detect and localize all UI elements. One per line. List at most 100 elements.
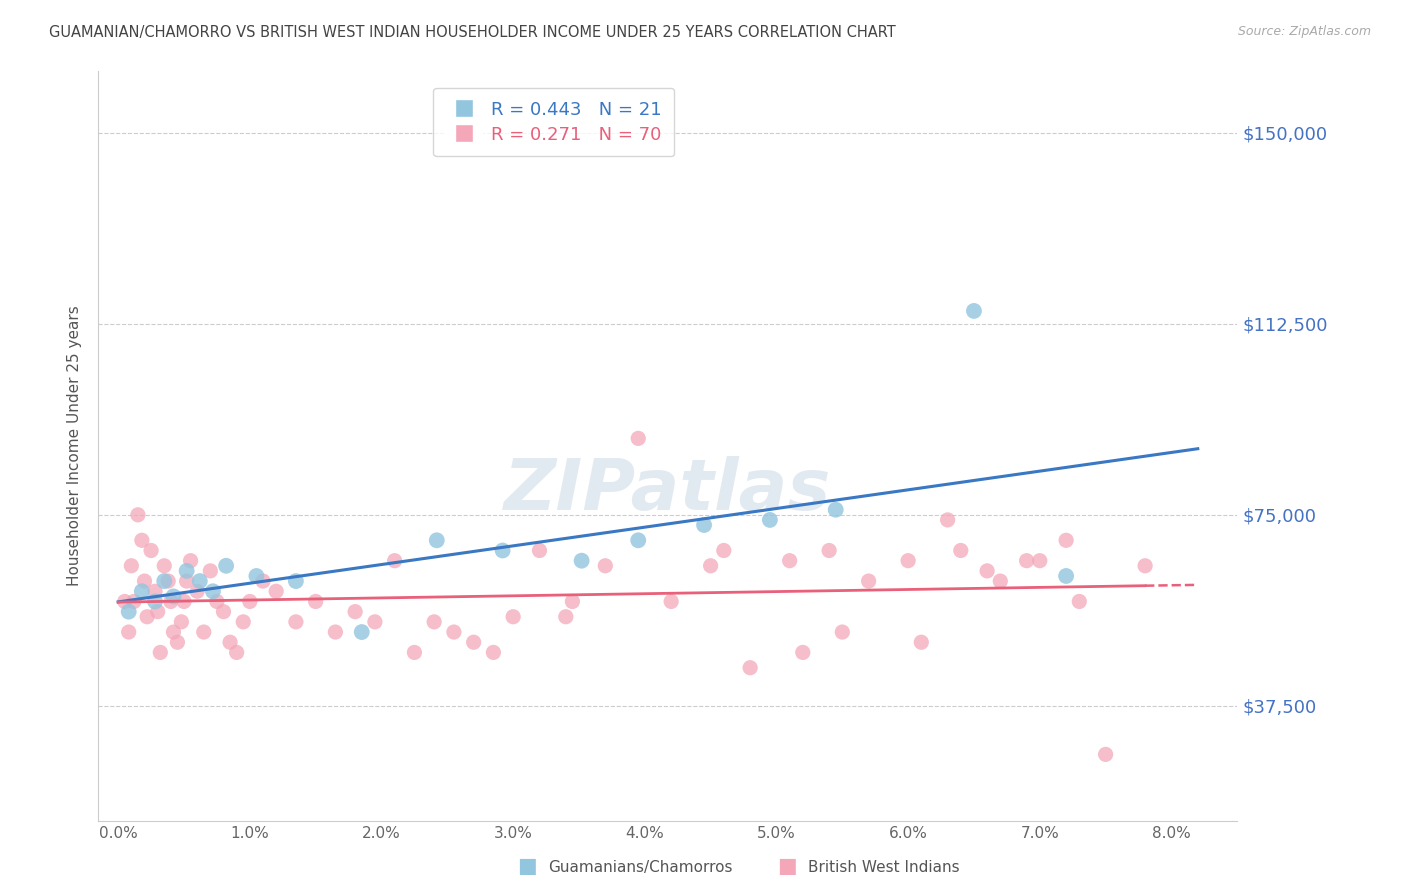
Point <box>858 574 880 588</box>
Point <box>157 574 180 588</box>
Point <box>188 574 211 588</box>
Point <box>200 564 222 578</box>
Point <box>364 615 387 629</box>
Point <box>482 645 505 659</box>
Point <box>949 543 972 558</box>
Point <box>166 635 188 649</box>
Point <box>595 558 617 573</box>
Text: ■: ■ <box>517 856 537 876</box>
Point <box>212 605 235 619</box>
Point <box>153 558 176 573</box>
Point <box>162 590 184 604</box>
Point <box>344 605 367 619</box>
Point <box>215 558 238 573</box>
Point <box>284 574 307 588</box>
Point <box>1015 554 1038 568</box>
Legend: R = 0.443   N = 21, R = 0.271   N = 70: R = 0.443 N = 21, R = 0.271 N = 70 <box>433 88 675 156</box>
Point <box>384 554 406 568</box>
Point <box>239 594 262 608</box>
Point <box>245 569 267 583</box>
Point <box>963 304 986 318</box>
Text: Source: ZipAtlas.com: Source: ZipAtlas.com <box>1237 25 1371 38</box>
Point <box>162 625 184 640</box>
Point <box>284 615 307 629</box>
Point <box>186 584 208 599</box>
Point <box>463 635 485 649</box>
Point <box>176 574 198 588</box>
Point <box>350 625 373 640</box>
Point <box>404 645 426 659</box>
Point <box>143 584 166 599</box>
Point <box>554 609 576 624</box>
Point <box>305 594 328 608</box>
Point <box>120 558 142 573</box>
Point <box>561 594 583 608</box>
Point <box>824 502 846 516</box>
Text: British West Indians: British West Indians <box>808 861 960 875</box>
Point <box>139 543 162 558</box>
Point <box>252 574 274 588</box>
Point <box>1069 594 1091 608</box>
Point <box>180 554 202 568</box>
Point <box>759 513 782 527</box>
Point <box>134 574 156 588</box>
Point <box>910 635 932 649</box>
Point <box>831 625 853 640</box>
Point <box>779 554 801 568</box>
Point <box>571 554 593 568</box>
Point <box>740 661 762 675</box>
Y-axis label: Householder Income Under 25 years: Householder Income Under 25 years <box>67 306 83 586</box>
Point <box>988 574 1011 588</box>
Point <box>118 625 141 640</box>
Point <box>976 564 998 578</box>
Point <box>491 543 513 558</box>
Point <box>818 543 841 558</box>
Point <box>1133 558 1156 573</box>
Point <box>443 625 465 640</box>
Point <box>160 594 183 608</box>
Point <box>936 513 959 527</box>
Point <box>897 554 920 568</box>
Point <box>118 605 141 619</box>
Point <box>627 431 650 445</box>
Point <box>1094 747 1116 762</box>
Point <box>264 584 287 599</box>
Point <box>170 615 193 629</box>
Point <box>193 625 215 640</box>
Point <box>792 645 814 659</box>
Point <box>423 615 446 629</box>
Point <box>205 594 228 608</box>
Point <box>136 609 159 624</box>
Point <box>201 584 224 599</box>
Point <box>325 625 347 640</box>
Point <box>1054 569 1077 583</box>
Point <box>693 518 716 533</box>
Point <box>131 584 153 599</box>
Point <box>114 594 136 608</box>
Point <box>713 543 735 558</box>
Point <box>131 533 153 548</box>
Point <box>1029 554 1052 568</box>
Point <box>122 594 145 608</box>
Point <box>529 543 551 558</box>
Point <box>219 635 242 649</box>
Text: Guamanians/Chamorros: Guamanians/Chamorros <box>548 861 733 875</box>
Point <box>149 645 172 659</box>
Point <box>232 615 254 629</box>
Point <box>627 533 650 548</box>
Point <box>143 594 166 608</box>
Point <box>176 564 198 578</box>
Point <box>173 594 195 608</box>
Text: ZIPatlas: ZIPatlas <box>505 457 831 525</box>
Point <box>127 508 149 522</box>
Point <box>225 645 247 659</box>
Text: ■: ■ <box>778 856 797 876</box>
Point <box>502 609 524 624</box>
Text: GUAMANIAN/CHAMORRO VS BRITISH WEST INDIAN HOUSEHOLDER INCOME UNDER 25 YEARS CORR: GUAMANIAN/CHAMORRO VS BRITISH WEST INDIA… <box>49 25 896 40</box>
Point <box>659 594 682 608</box>
Point <box>146 605 169 619</box>
Point <box>1054 533 1077 548</box>
Point <box>153 574 176 588</box>
Point <box>699 558 721 573</box>
Point <box>426 533 449 548</box>
